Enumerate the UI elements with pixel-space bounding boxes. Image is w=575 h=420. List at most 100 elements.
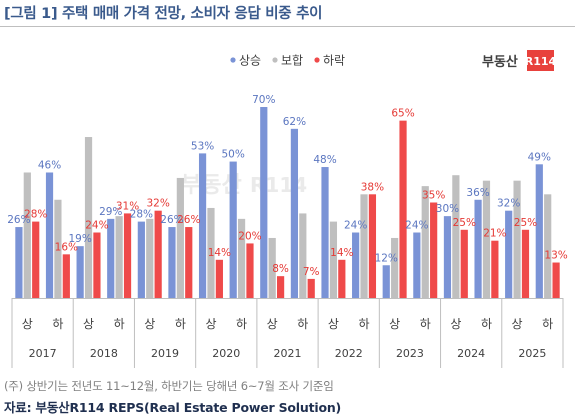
bar-up-15 (474, 199, 482, 298)
value-label-down-17: 13% (544, 250, 567, 262)
bar-down-16 (521, 229, 530, 298)
bar-down-14 (460, 229, 468, 298)
bar-mixed-4 (146, 218, 154, 298)
bar-mixed-16 (513, 180, 521, 298)
value-label-up-16: 32% (497, 198, 520, 210)
value-label-down-8: 8% (272, 263, 289, 275)
category-label-4: 상 (144, 317, 155, 331)
bar-up-4 (137, 221, 145, 298)
bar-up-7 (229, 161, 237, 298)
bar-mixed-8 (268, 237, 276, 298)
bar-up-12 (382, 265, 390, 298)
bar-up-16 (505, 210, 513, 298)
bar-down-10 (338, 259, 346, 298)
source-caption: 자료: 부동산R114 REPS(Real Estate Power Solut… (4, 400, 342, 415)
value-label-up-14: 30% (436, 203, 459, 215)
value-label-up-15: 36% (466, 187, 489, 199)
category-label-13: 하 (420, 317, 431, 331)
bar-mixed-3 (115, 216, 123, 298)
year-label-2023: 2023 (396, 347, 424, 360)
bar-down-7 (246, 243, 254, 298)
year-label-2020: 2020 (212, 347, 240, 360)
value-label-down-15: 21% (483, 228, 506, 240)
bar-up-17 (535, 164, 543, 298)
value-label-down-14: 25% (453, 217, 476, 229)
footnote: (주) 상반기는 전년도 11~12월, 하반기는 당해년 6~7월 조사 기준… (4, 379, 334, 393)
category-label-3: 하 (114, 317, 125, 331)
bar-mixed-2 (84, 137, 93, 298)
bar-mixed-7 (237, 218, 246, 298)
bar-mixed-0 (23, 172, 31, 298)
value-label-down-16: 25% (514, 217, 537, 229)
bar-up-8 (260, 107, 268, 298)
value-label-up-17: 49% (528, 151, 551, 163)
value-label-down-13: 35% (422, 190, 445, 202)
legend-marker-down (314, 57, 320, 63)
value-label-down-9: 7% (303, 266, 320, 278)
bar-up-3 (107, 218, 115, 298)
value-label-up-5: 26% (160, 214, 183, 226)
bar-mixed-12 (391, 237, 399, 298)
value-label-down-2: 24% (85, 220, 108, 232)
value-label-down-10: 14% (330, 247, 353, 259)
category-label-15: 하 (481, 317, 492, 331)
bar-mixed-15 (482, 180, 491, 298)
bar-mixed-5 (176, 177, 184, 298)
legend-marker-up (230, 57, 236, 63)
year-label-2022: 2022 (335, 347, 363, 360)
year-label-2024: 2024 (457, 347, 485, 360)
bar-down-6 (215, 259, 223, 298)
logo: 부동산 R114 (482, 50, 557, 71)
value-label-up-3: 29% (99, 206, 122, 218)
value-label-up-10: 48% (313, 154, 336, 166)
value-label-up-13: 24% (405, 220, 428, 232)
bar-down-1 (62, 254, 70, 298)
year-label-2021: 2021 (274, 347, 302, 360)
bar-down-9 (307, 278, 315, 298)
bar-up-14 (443, 216, 452, 298)
logo-text: 부동산 (482, 54, 518, 70)
category-label-16: 상 (512, 317, 523, 331)
category-label-17: 하 (542, 317, 553, 331)
value-label-down-11: 38% (361, 181, 384, 193)
year-label-2025: 2025 (518, 347, 546, 360)
value-label-up-11: 24% (344, 220, 367, 232)
bar-down-11 (368, 194, 377, 298)
value-label-down-7: 20% (238, 230, 261, 242)
category-label-7: 하 (236, 317, 247, 331)
bars-layer (15, 107, 560, 298)
bar-mixed-9 (299, 213, 307, 298)
value-label-up-9: 62% (283, 116, 306, 128)
value-label-up-7: 50% (222, 149, 245, 161)
bar-down-0 (32, 221, 40, 298)
watermark-badge: R114 (250, 173, 307, 197)
bar-mixed-11 (360, 194, 368, 298)
category-label-0: 상 (22, 317, 33, 331)
category-label-5: 하 (175, 317, 186, 331)
bar-up-11 (352, 232, 360, 298)
chart-title: [그림 1] 주택 매매 가격 전망, 소비자 응답 비중 추이 (4, 6, 323, 22)
bar-mixed-10 (329, 221, 338, 298)
legend-label-down: 하락 (323, 54, 345, 68)
legend-label-mixed: 보합 (281, 54, 303, 68)
value-label-down-3: 31% (116, 200, 139, 212)
bar-up-6 (198, 153, 207, 298)
value-label-up-1: 46% (38, 159, 61, 171)
bar-chart: 상승 보합 하락 부동산 R114 부동산 R114 26%28%46%16%1… (7, 50, 568, 368)
title-divider (0, 26, 575, 27)
bar-mixed-14 (452, 175, 460, 298)
category-label-12: 상 (389, 317, 400, 331)
value-label-down-1: 16% (55, 241, 78, 253)
category-label-10: 상 (328, 317, 339, 331)
value-label-up-12: 12% (375, 252, 398, 264)
value-label-down-4: 32% (146, 198, 169, 210)
bar-mixed-6 (207, 207, 215, 298)
category-label-1: 하 (52, 317, 63, 331)
bar-down-15 (491, 240, 499, 298)
bar-up-9 (290, 128, 299, 298)
category-label-8: 상 (267, 317, 278, 331)
bar-up-5 (168, 227, 176, 298)
category-label-6: 상 (205, 317, 216, 331)
legend-marker-mixed (272, 57, 278, 63)
category-label-11: 하 (359, 317, 370, 331)
